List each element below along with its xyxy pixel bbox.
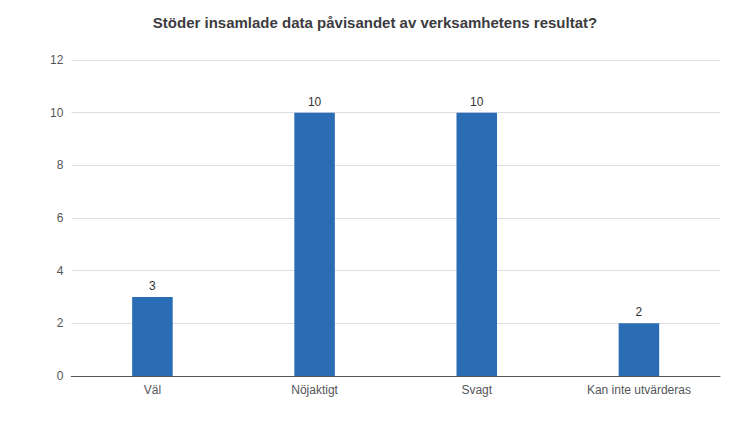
svg-text:10: 10	[470, 95, 484, 109]
svg-text:12: 12	[50, 53, 64, 67]
svg-text:Kan inte utvärderas: Kan inte utvärderas	[587, 383, 691, 397]
svg-text:10: 10	[308, 95, 322, 109]
svg-text:4: 4	[57, 264, 64, 278]
svg-text:8: 8	[57, 158, 64, 172]
svg-text:2: 2	[636, 305, 643, 319]
svg-text:3: 3	[149, 279, 156, 293]
svg-text:6: 6	[57, 211, 64, 225]
svg-text:0: 0	[57, 369, 64, 383]
svg-text:2: 2	[57, 316, 64, 330]
svg-text:Nöjaktigt: Nöjaktigt	[291, 383, 338, 397]
svg-text:Väl: Väl	[144, 383, 161, 397]
svg-text:Stöder insamlade data påvisand: Stöder insamlade data påvisandet av verk…	[153, 14, 597, 31]
svg-text:10: 10	[50, 106, 64, 120]
svg-text:Svagt: Svagt	[461, 383, 492, 397]
